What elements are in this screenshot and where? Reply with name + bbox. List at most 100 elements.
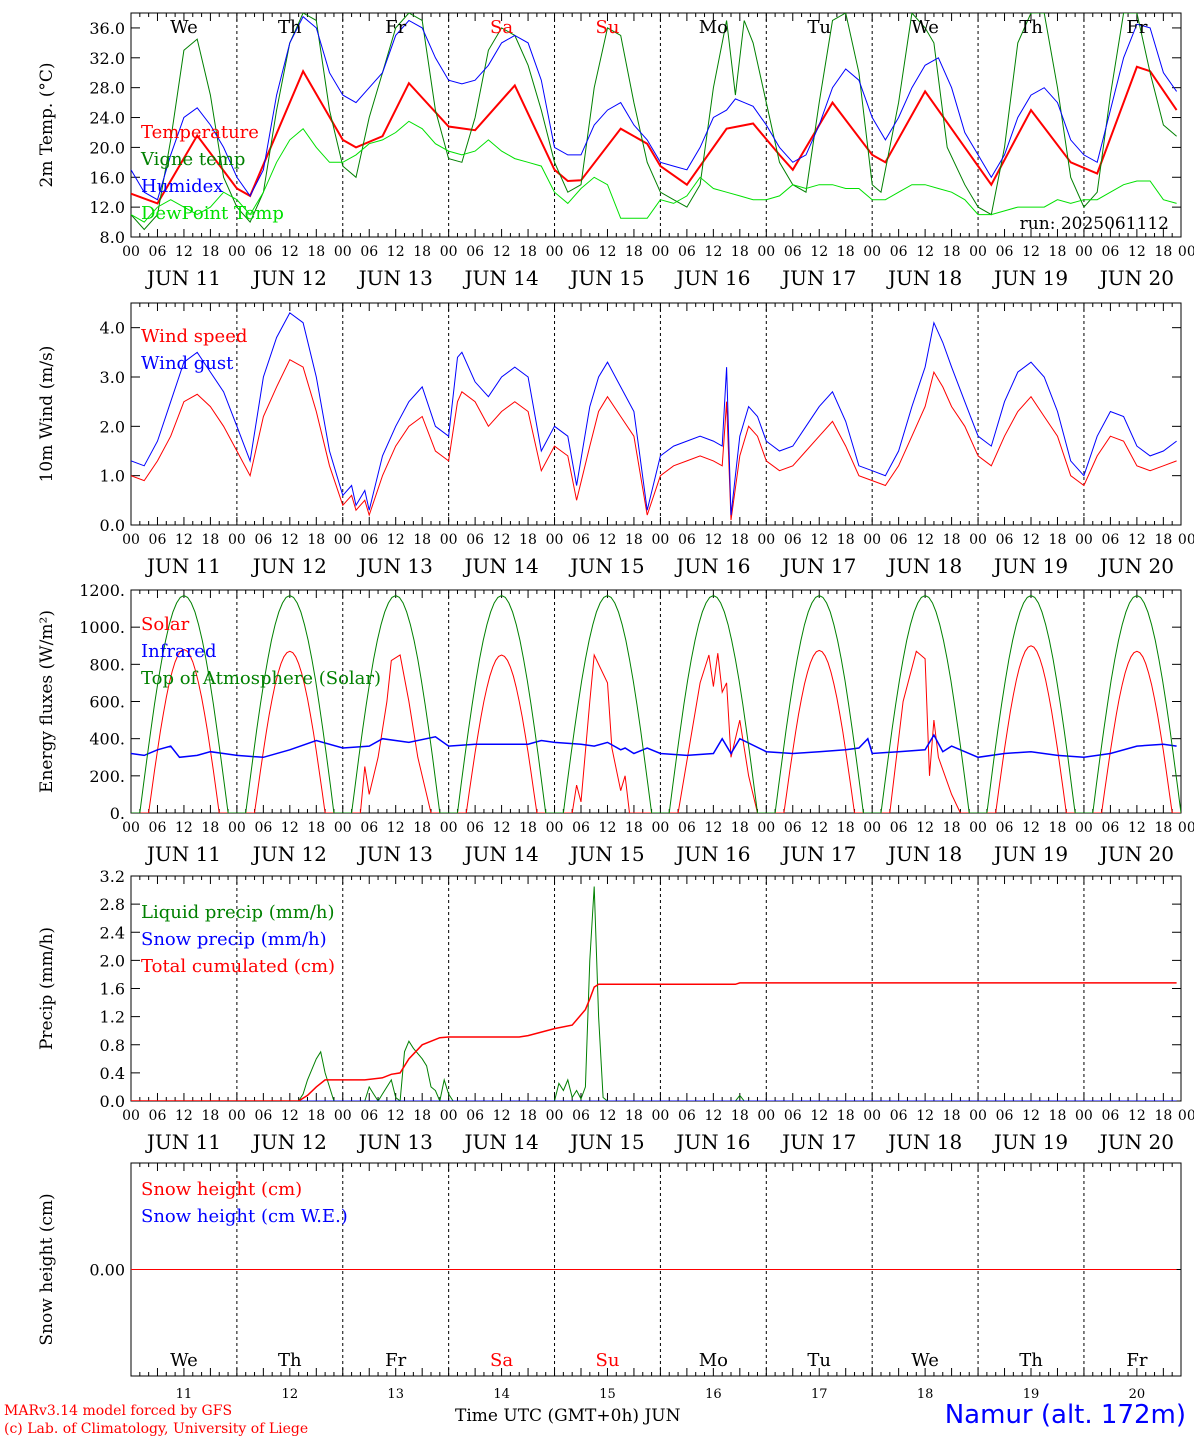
weekday-label: We bbox=[911, 1350, 939, 1371]
hour-tick-label: 18 bbox=[1154, 820, 1172, 836]
hour-tick-label: 18 bbox=[307, 244, 325, 260]
hour-tick-label: 12 bbox=[1022, 244, 1040, 260]
date-label: JUN 20 bbox=[1098, 842, 1174, 866]
hour-tick-label: 12 bbox=[599, 1108, 617, 1124]
hour-tick-label: 12 bbox=[493, 244, 511, 260]
hour-tick-label: 00 bbox=[334, 1108, 352, 1124]
hour-tick-label: 12 bbox=[1022, 1108, 1040, 1124]
panel-1: 8.0 12.0 16.0 20.0 24.0 28.0 32.0 36.0 2m Temp. … bbox=[37, 12, 1194, 290]
hour-tick-label: 18 bbox=[837, 820, 855, 836]
hour-tick-label: 06 bbox=[996, 1108, 1014, 1124]
hour-tick-label: 12 bbox=[281, 820, 299, 836]
hour-tick-label: 00 bbox=[1075, 244, 1093, 260]
weekday-label: Th bbox=[1019, 1350, 1043, 1371]
hour-tick-label: 12 bbox=[810, 820, 828, 836]
hour-tick-label: 12 bbox=[1128, 244, 1146, 260]
hour-tick-label: 06 bbox=[678, 244, 696, 260]
hour-tick-label: 06 bbox=[784, 1108, 802, 1124]
y-tick-label: 3.2 bbox=[100, 867, 125, 886]
hour-tick-label: 12 bbox=[175, 820, 193, 836]
hour-tick-label: 12 bbox=[704, 1108, 722, 1124]
series-line bbox=[131, 15, 1178, 201]
y-tick-label: 0.0 bbox=[100, 516, 125, 535]
hour-tick-label: 06 bbox=[149, 244, 167, 260]
hour-tick-label: 06 bbox=[1101, 532, 1119, 548]
date-label: JUN 18 bbox=[886, 1130, 962, 1154]
weekday-label: Tu bbox=[807, 1350, 831, 1371]
hour-tick-label: 06 bbox=[360, 244, 378, 260]
hour-tick-label: 12 bbox=[493, 820, 511, 836]
hour-tick-label: 12 bbox=[1022, 820, 1040, 836]
hour-tick-label: 00 bbox=[757, 820, 775, 836]
weekday-label: Mo bbox=[699, 1350, 728, 1371]
hour-tick-label: 12 bbox=[387, 1108, 405, 1124]
hour-tick-label: 12 bbox=[493, 532, 511, 548]
hour-tick-label: 00 bbox=[122, 244, 140, 260]
y-tick-label: 0.00 bbox=[89, 1261, 125, 1280]
y-axis-label: 10m Wind (m/s) bbox=[37, 346, 57, 483]
date-label: JUN 13 bbox=[357, 842, 433, 866]
hour-tick-label: 06 bbox=[466, 532, 484, 548]
hour-tick-label: 12 bbox=[1128, 532, 1146, 548]
legend-entry: Snow height (cm) bbox=[141, 1179, 302, 1200]
date-label: JUN 11 bbox=[145, 266, 221, 290]
hour-tick-label: 06 bbox=[254, 532, 272, 548]
plot-frame bbox=[130, 302, 1182, 526]
time-axis-title: Time UTC (GMT+0h) JUN bbox=[455, 1406, 680, 1426]
hour-tick-label: 00 bbox=[1178, 1108, 1194, 1124]
weekday-label: Fr bbox=[1126, 17, 1147, 38]
date-label: JUN 17 bbox=[780, 266, 856, 290]
date-label: JUN 17 bbox=[780, 554, 856, 578]
hour-tick-label: 06 bbox=[254, 244, 272, 260]
hour-tick-label: 12 bbox=[810, 244, 828, 260]
hour-tick-label: 12 bbox=[810, 1108, 828, 1124]
hour-tick-label: 06 bbox=[360, 532, 378, 548]
hour-tick-label: 18 bbox=[731, 244, 749, 260]
hour-tick-label: 12 bbox=[175, 532, 193, 548]
weekday-label: We bbox=[170, 1350, 198, 1371]
weekday-label: Mo bbox=[699, 17, 728, 38]
hour-tick-label: 18 bbox=[731, 532, 749, 548]
hour-tick-label: 18 bbox=[307, 532, 325, 548]
y-tick-label: 1.2 bbox=[100, 1008, 125, 1027]
hour-tick-label: 00 bbox=[757, 532, 775, 548]
hour-tick-label: 06 bbox=[360, 1108, 378, 1124]
month-label: JUN bbox=[644, 1406, 681, 1426]
hour-tick-label: 00 bbox=[1178, 532, 1194, 548]
y-tick-label: 1.0 bbox=[100, 467, 125, 486]
lab-credit: (c) Lab. of Climatology, University of L… bbox=[4, 1421, 309, 1437]
date-label: JUN 12 bbox=[251, 842, 327, 866]
series-line bbox=[131, 359, 1177, 521]
date-label: JUN 16 bbox=[674, 266, 750, 290]
series-line bbox=[131, 595, 1181, 813]
hour-tick-label: 18 bbox=[1049, 244, 1067, 260]
hour-tick-label: 12 bbox=[704, 532, 722, 548]
date-label: JUN 19 bbox=[992, 842, 1068, 866]
hour-tick-label: 12 bbox=[1128, 1108, 1146, 1124]
hour-tick-label: 06 bbox=[572, 1108, 590, 1124]
y-tick-label: 20.0 bbox=[89, 138, 125, 157]
date-label: JUN 19 bbox=[992, 266, 1068, 290]
hour-tick-label: 18 bbox=[1049, 820, 1067, 836]
day-number-label: 19 bbox=[1023, 1387, 1040, 1402]
weekday-label: Fr bbox=[385, 1350, 406, 1371]
day-number-label: 17 bbox=[811, 1387, 828, 1402]
hour-tick-label: 18 bbox=[625, 820, 643, 836]
hour-tick-label: 18 bbox=[1154, 244, 1172, 260]
hour-tick-label: 00 bbox=[122, 820, 140, 836]
hour-tick-label: 12 bbox=[387, 244, 405, 260]
hour-tick-label: 00 bbox=[1075, 1108, 1093, 1124]
y-axis-label: Energy fluxes (W/m²) bbox=[37, 610, 57, 793]
hour-tick-label: 06 bbox=[890, 244, 908, 260]
date-label: JUN 15 bbox=[568, 554, 644, 578]
hour-tick-label: 18 bbox=[943, 1108, 961, 1124]
y-tick-label: 12.0 bbox=[89, 198, 125, 217]
day-number-label: 20 bbox=[1129, 1387, 1146, 1402]
hour-tick-label: 12 bbox=[175, 244, 193, 260]
weekday-label: Fr bbox=[1126, 1350, 1147, 1371]
hour-tick-label: 12 bbox=[916, 244, 934, 260]
day-number-label: 12 bbox=[282, 1387, 299, 1402]
hour-tick-label: 06 bbox=[1101, 244, 1119, 260]
hour-tick-label: 12 bbox=[810, 532, 828, 548]
series-line bbox=[131, 13, 1177, 231]
